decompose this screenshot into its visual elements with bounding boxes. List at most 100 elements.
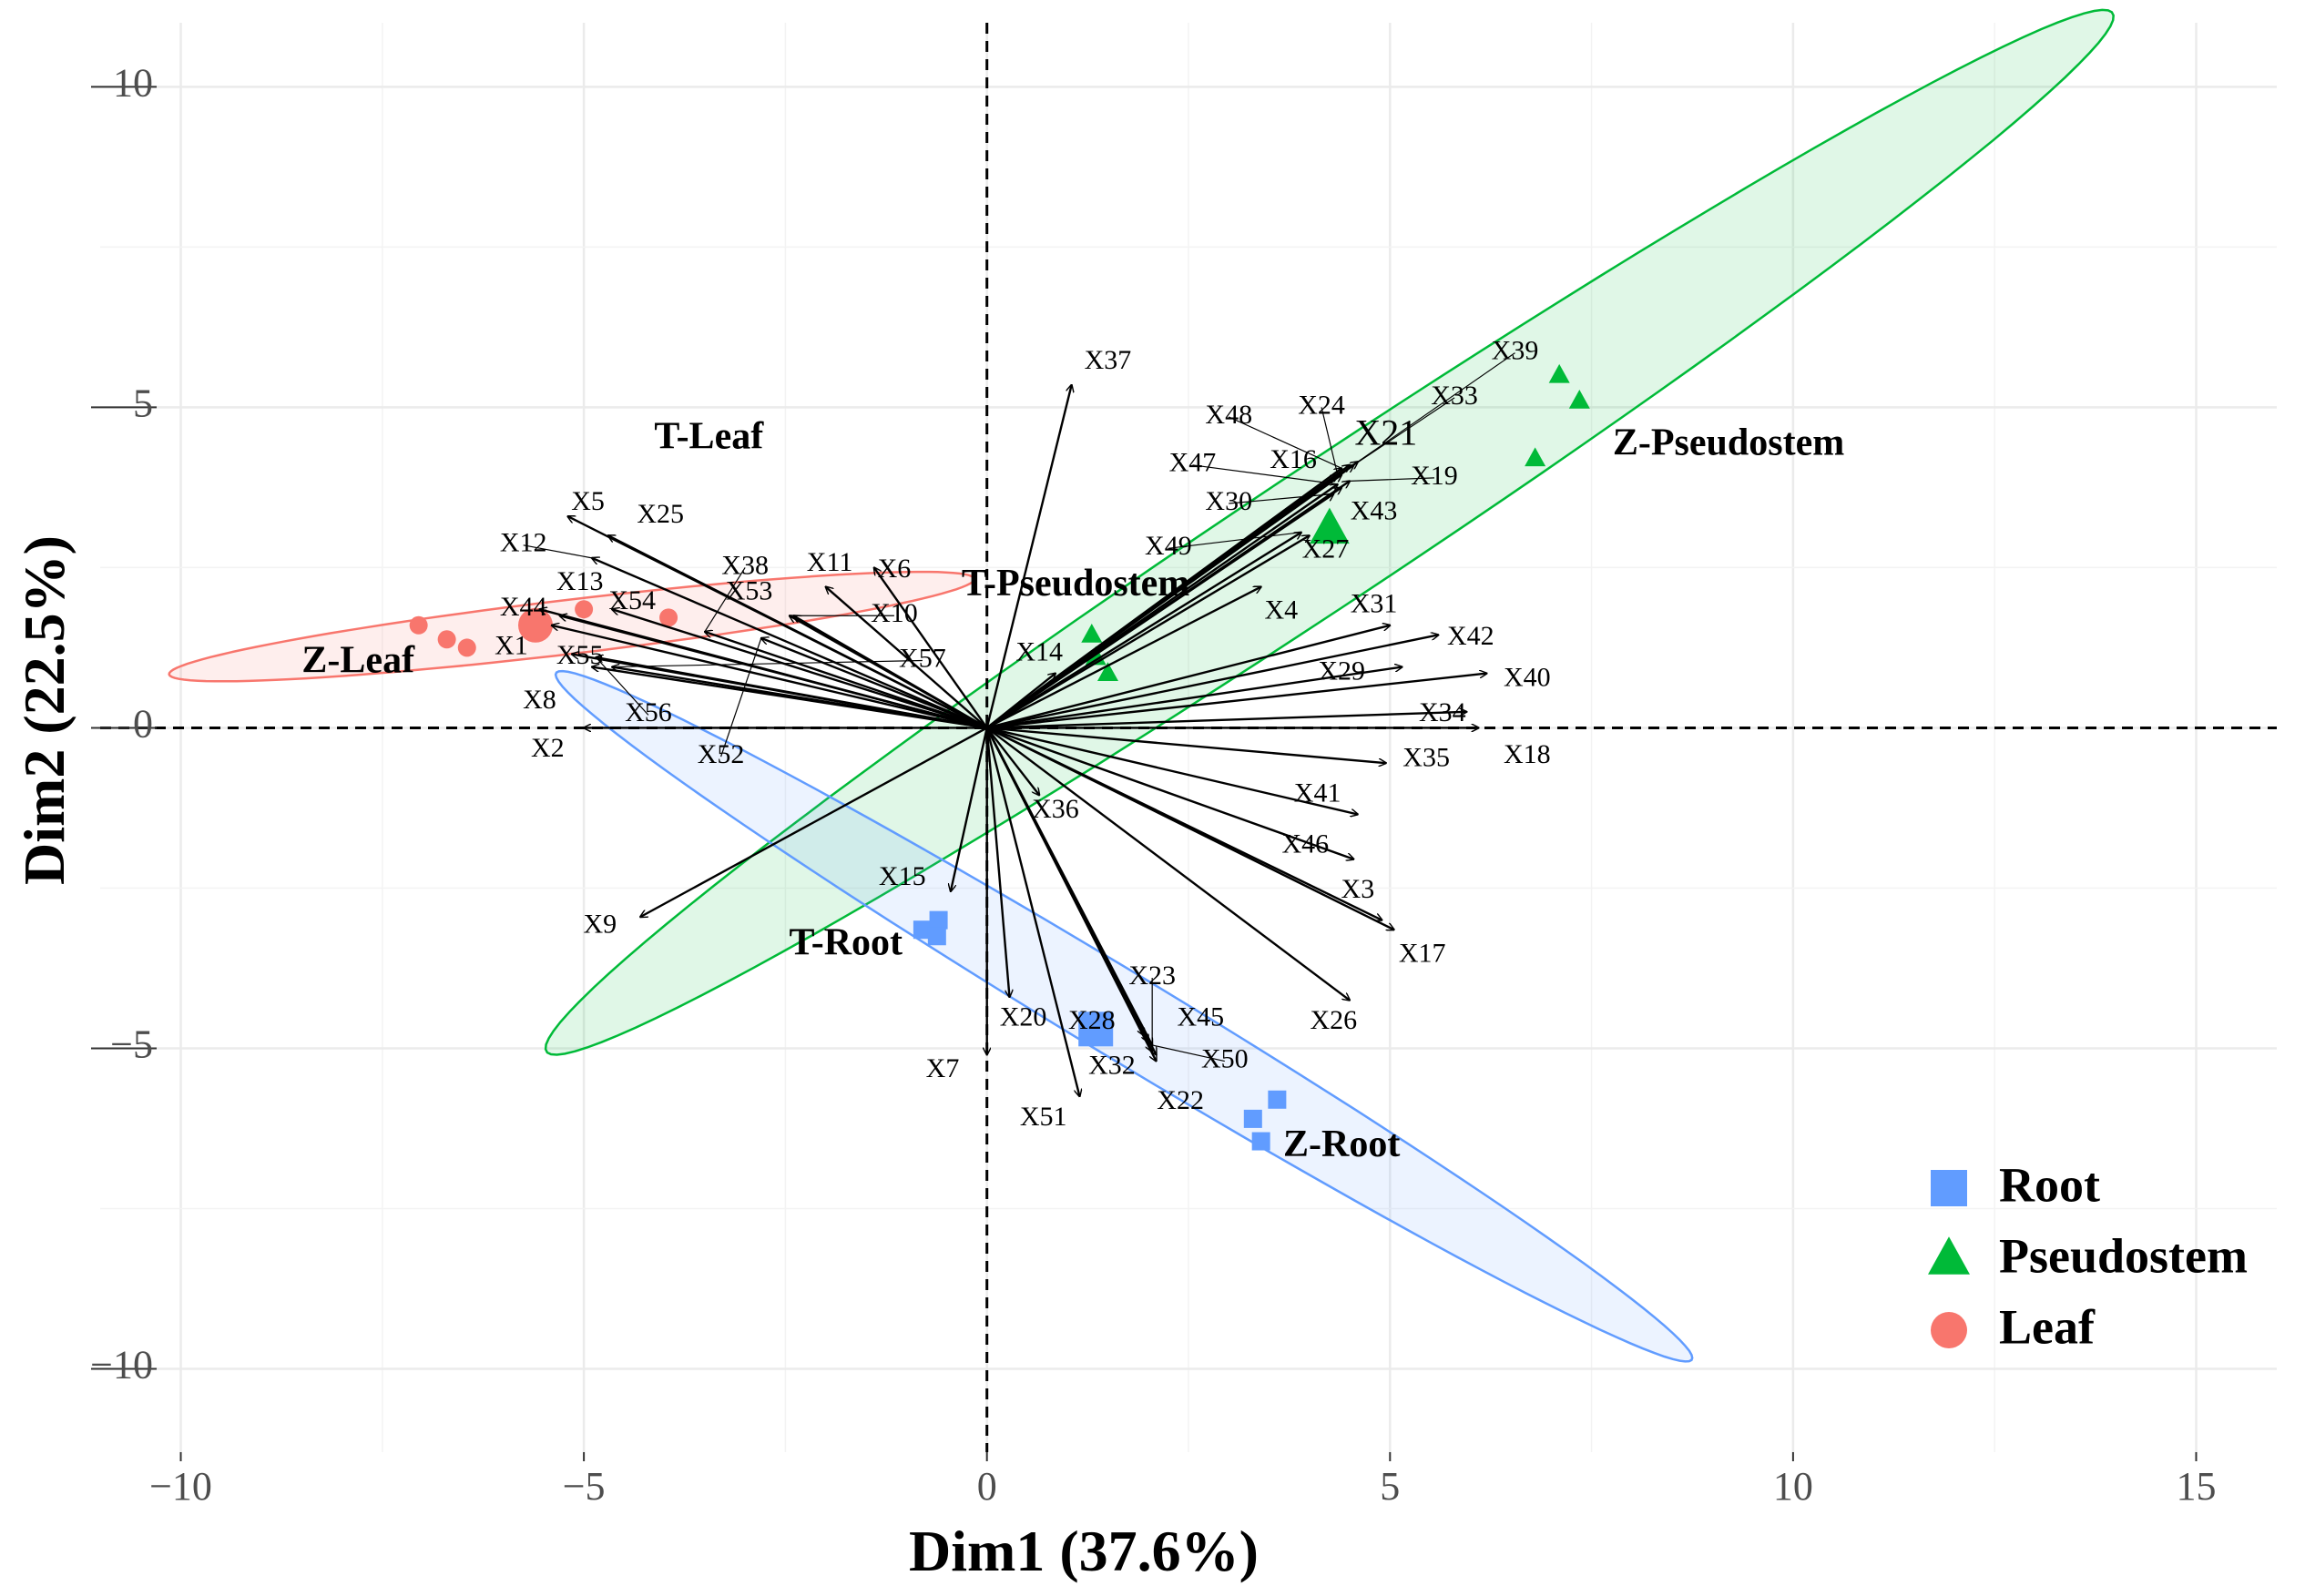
variable-label-x13: X13	[556, 566, 604, 596]
x-tick-label: 0	[977, 1464, 997, 1509]
variable-label-x38: X38	[721, 550, 769, 580]
variable-label-x26: X26	[1310, 1005, 1357, 1035]
variable-label-x14: X14	[1015, 636, 1063, 666]
y-tick-label: −10	[90, 1343, 153, 1388]
arrow-x12	[592, 558, 988, 729]
arrow-x20	[985, 727, 1010, 997]
y-tick-label: 10	[113, 60, 153, 105]
arrow-x11	[826, 587, 988, 729]
arrow-x38	[705, 632, 988, 729]
arrow-x29	[986, 667, 1402, 729]
leader-x50	[1152, 1044, 1225, 1062]
variable-label-x35: X35	[1402, 743, 1450, 773]
variable-label-x39: X39	[1492, 335, 1539, 365]
centroid-pseudostem	[1310, 507, 1350, 544]
point-root	[1268, 1090, 1287, 1109]
confidence-ellipses	[168, 8, 2115, 1363]
arrow-x44	[539, 609, 988, 729]
arrow-x4	[986, 587, 1261, 729]
variable-label-x20: X20	[1000, 1002, 1047, 1032]
leader-x49	[1168, 532, 1301, 549]
variable-label-x29: X29	[1318, 656, 1365, 686]
arrow-x37	[985, 385, 1072, 728]
x-tick-label: 10	[1773, 1464, 1813, 1509]
variable-label-x3: X3	[1341, 874, 1375, 904]
variable-label-x30: X30	[1205, 486, 1252, 516]
variable-label-x19: X19	[1411, 461, 1458, 491]
variable-label-x17: X17	[1399, 938, 1446, 968]
arrow-x53	[790, 615, 988, 729]
leader-x19	[1350, 477, 1435, 482]
point-pseudostem	[1081, 623, 1103, 643]
group-label-z-leaf: Z-Leaf	[301, 640, 415, 682]
sample-points	[409, 363, 1590, 1151]
ellipse-root	[554, 669, 1694, 1363]
variable-label-x21: X21	[1354, 412, 1417, 452]
x-axis-title: Dim1 (37.6%)	[909, 1519, 1259, 1583]
leader-x52	[720, 637, 762, 757]
group-label-t-pseudostem: T-Pseudostem	[962, 563, 1189, 605]
variable-label-x25: X25	[637, 499, 684, 529]
leader-x39	[1357, 352, 1515, 463]
variable-label-x49: X49	[1145, 531, 1192, 561]
arrow-x36	[985, 727, 1040, 795]
variable-label-x2: X2	[531, 733, 565, 763]
leader-x38	[704, 567, 746, 633]
legend: Root Pseudostem Leaf	[1928, 1157, 2248, 1354]
point-leaf	[437, 630, 456, 649]
arrow-x54	[612, 609, 988, 729]
arrow-x31	[986, 625, 1391, 729]
x-tick-label: −5	[563, 1464, 606, 1509]
y-axis-title: Dim2 (22.5%)	[12, 535, 76, 885]
variable-label-x12: X12	[500, 528, 547, 558]
variable-label-x9: X9	[583, 910, 617, 940]
variable-label-x56: X56	[625, 697, 672, 727]
leader-x33	[1353, 397, 1455, 466]
leader-x24	[1321, 407, 1339, 475]
group-labels: T-Leaf Z-Leaf T-Pseudostem Z-Pseudostem T-Ro…	[301, 415, 1844, 1165]
variable-label-x11: X11	[807, 547, 853, 577]
variable-label-x16: X16	[1270, 444, 1317, 474]
arrow-x6	[874, 567, 988, 729]
variable-label-x24: X24	[1298, 390, 1345, 420]
arrow-x56	[596, 657, 987, 729]
point-pseudostem	[1548, 363, 1570, 383]
leader-x57	[612, 659, 923, 668]
variable-label-x18: X18	[1504, 739, 1551, 769]
variable-label-x6: X6	[878, 554, 912, 584]
arrow-x15	[951, 727, 988, 891]
point-pseudostem	[1096, 662, 1118, 681]
variable-label-x55: X55	[556, 640, 604, 670]
variable-label-x41: X41	[1294, 778, 1341, 808]
variable-label-x15: X15	[879, 861, 926, 891]
variable-label-x4: X4	[1264, 595, 1298, 625]
leader-x47	[1192, 464, 1338, 485]
arrow-x47	[986, 484, 1338, 729]
point-pseudostem	[1525, 447, 1546, 467]
variable-label-x32: X32	[1088, 1050, 1136, 1080]
variable-label-x31: X31	[1351, 589, 1398, 619]
variable-label-x8: X8	[523, 685, 556, 715]
point-leaf	[575, 600, 594, 619]
arrow-x49	[986, 533, 1301, 729]
arrow-x57	[612, 667, 987, 729]
arrow-x50	[985, 727, 1152, 1044]
legend-label-pseudostem: Pseudostem	[1999, 1228, 2248, 1283]
variable-label-x53: X53	[726, 575, 773, 605]
y-tick-label: 5	[133, 381, 153, 426]
legend-key-root	[1931, 1170, 1967, 1206]
legend-label-leaf: Leaf	[1999, 1299, 2096, 1354]
group-label-t-leaf: T-Leaf	[654, 415, 764, 457]
variable-label-x28: X28	[1068, 1005, 1116, 1035]
arrow-x1	[552, 625, 987, 729]
legend-label-root: Root	[1999, 1157, 2100, 1212]
point-root	[1251, 1132, 1270, 1151]
variable-label-x1: X1	[495, 630, 528, 660]
point-leaf	[659, 608, 678, 627]
arrow-x52	[761, 638, 988, 729]
point-leaf	[409, 615, 428, 635]
variable-label-x52: X52	[698, 739, 745, 769]
arrow-x9	[640, 727, 988, 917]
arrow-x40	[986, 674, 1487, 729]
